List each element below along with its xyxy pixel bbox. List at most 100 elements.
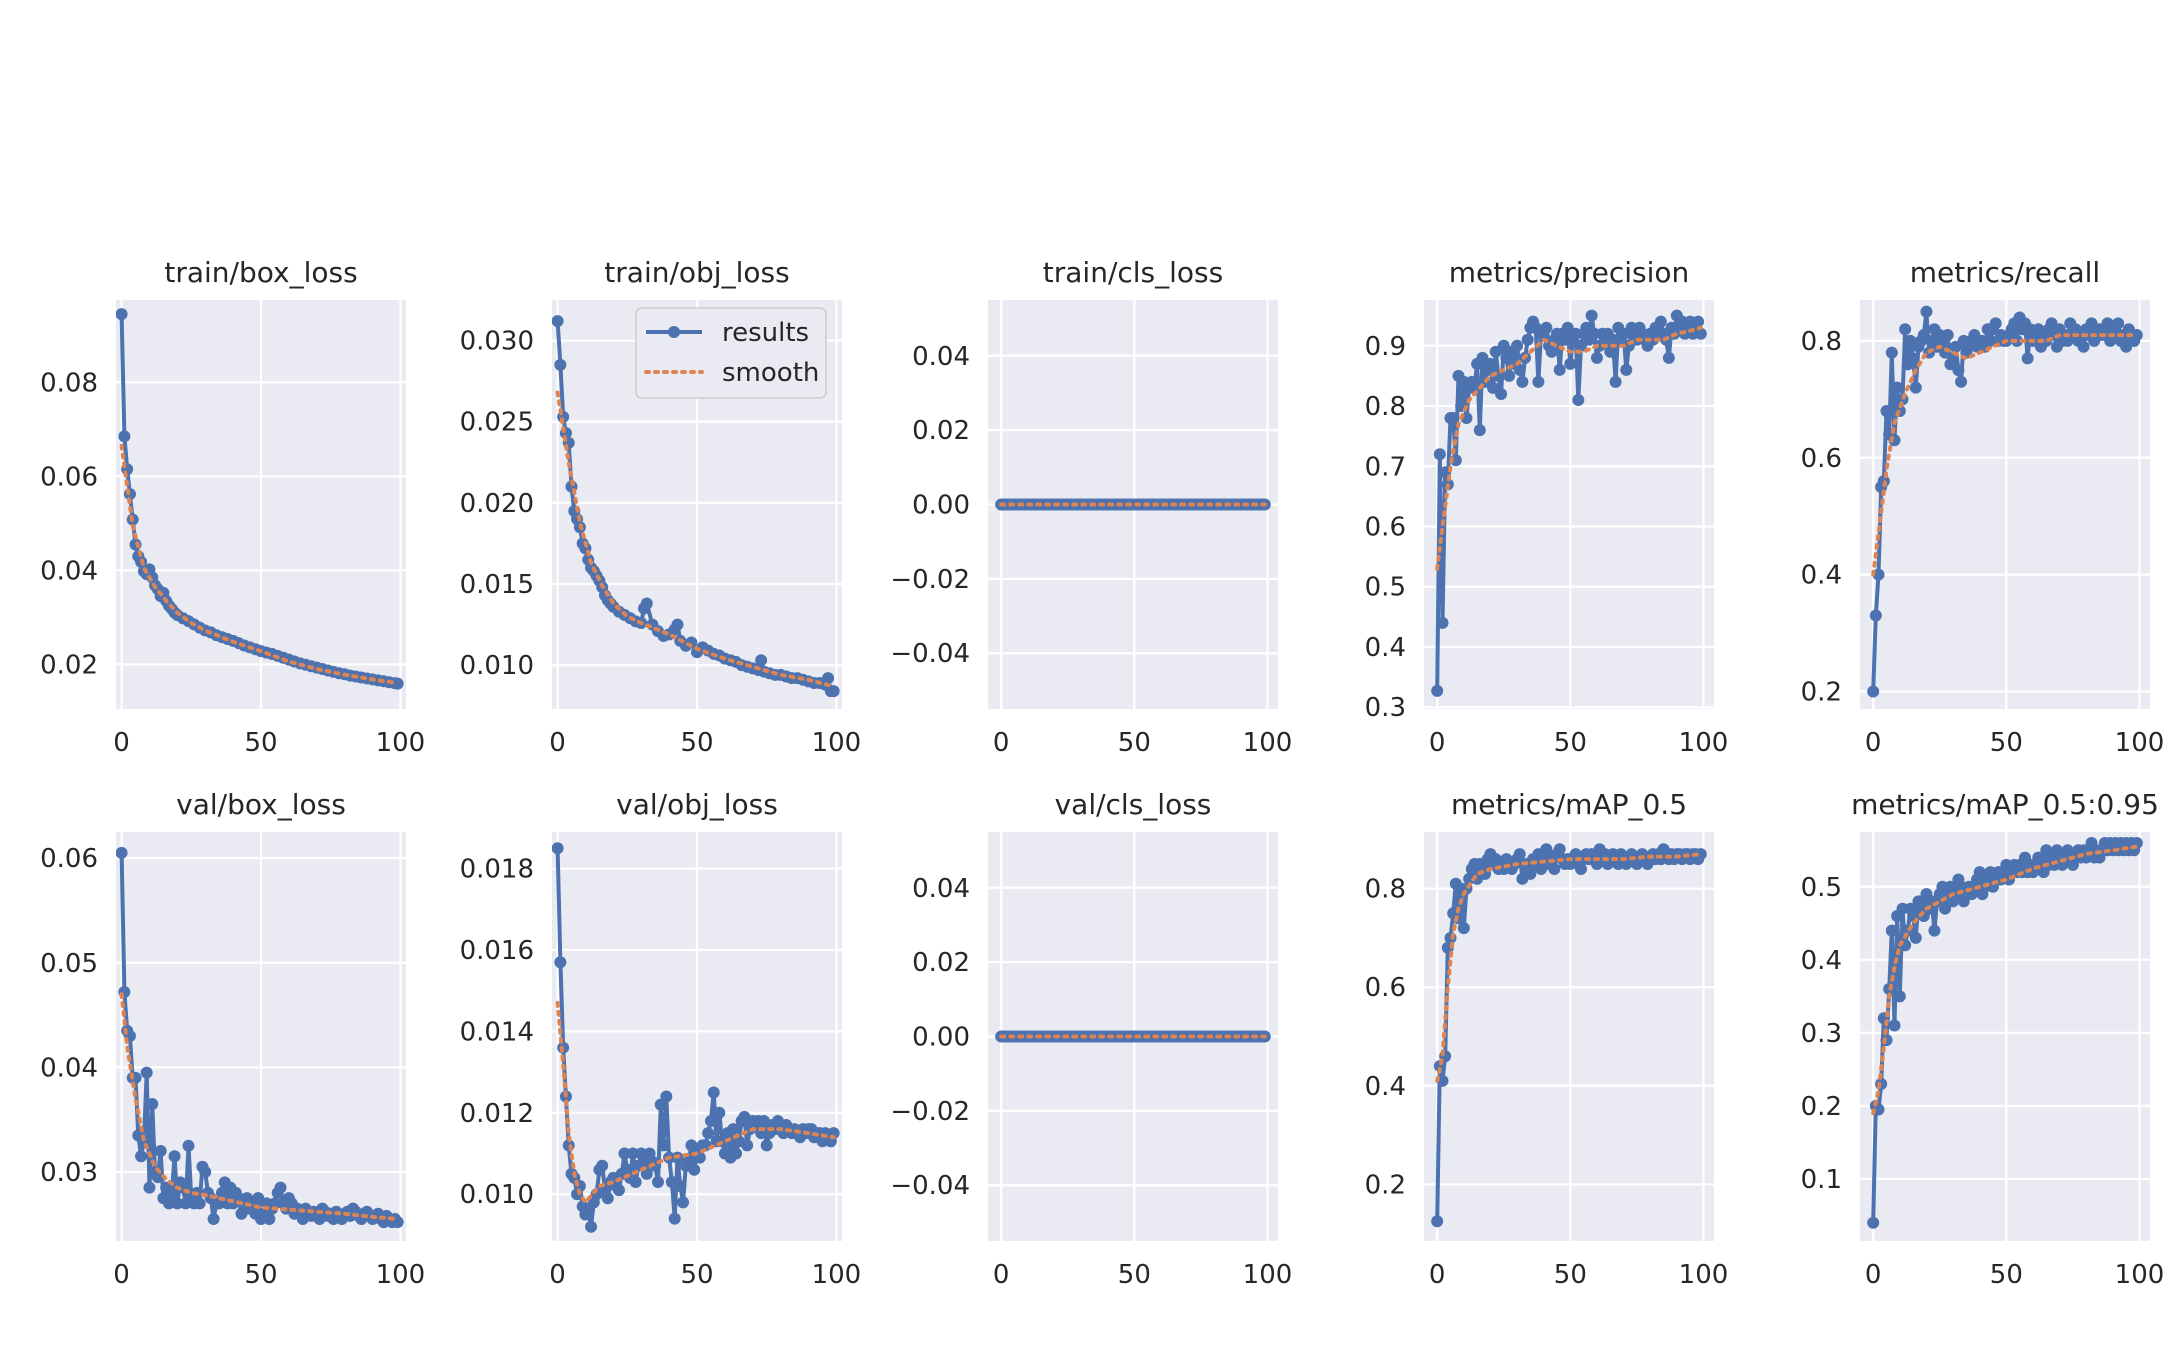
results-point: [1941, 329, 1954, 342]
smooth-line: [555, 390, 836, 689]
x-tick-label: 50: [244, 728, 277, 758]
results-point: [165, 1186, 178, 1199]
smooth-line: [1871, 844, 2139, 1116]
results-point: [626, 1147, 639, 1160]
results-point: [1694, 848, 1707, 861]
subplot-title: metrics/recall: [1910, 256, 2100, 289]
y-tick-label: 0.04: [912, 342, 970, 372]
plot-area: [1424, 832, 1714, 1241]
results-point: [199, 1165, 212, 1178]
subplot-title: train/box_loss: [164, 256, 357, 289]
results-point: [612, 1184, 625, 1197]
series-group: [1867, 305, 2143, 698]
results-point: [674, 1180, 687, 1193]
y-tick-label: 0.4: [1365, 633, 1406, 663]
results-point: [1572, 393, 1585, 406]
x-tick-label: 50: [1118, 728, 1151, 758]
results-point: [1989, 317, 2002, 330]
x-tick-label: 100: [2115, 728, 2165, 758]
results-point: [1553, 363, 1566, 376]
results-point: [741, 1139, 754, 1152]
results-point: [1548, 862, 1561, 875]
y-tick-label: 0.2: [1365, 1170, 1406, 1200]
y-tick-label: 0.05: [40, 949, 98, 979]
x-tick-label: 100: [1679, 728, 1729, 758]
series-group: [995, 498, 1271, 511]
y-tick-label: 0.025: [460, 408, 534, 438]
subplot-title: val/box_loss: [176, 788, 346, 821]
results-point: [1564, 357, 1577, 370]
y-tick-label: −0.02: [890, 1097, 970, 1127]
smooth-line: [1871, 333, 2139, 577]
y-tick-label: 0.3: [1801, 1019, 1842, 1049]
results-point: [1521, 333, 1534, 346]
y-tick-label: 0.02: [912, 416, 970, 446]
results-point: [1662, 351, 1675, 364]
results-point: [1604, 345, 1617, 358]
results-point: [640, 1167, 653, 1180]
series-group: [995, 1030, 1271, 1043]
results-point: [554, 358, 567, 371]
subplot-3: 0 50 100 −0.04 −0.02 0.00 0.02 0.04 train/cls_lo…: [890, 256, 1292, 758]
results-point: [1495, 387, 1508, 400]
subplot-9: 0 50 100 0.2 0.4 0.6 0.8 metrics/mAP_0.5: [1365, 788, 1729, 1290]
y-tick-label: 0.06: [40, 462, 98, 492]
y-tick-label: 0.5: [1801, 873, 1842, 903]
results-point: [168, 1150, 181, 1163]
results-point: [1867, 1216, 1880, 1229]
y-tick-label: 0.010: [460, 1180, 534, 1210]
results-point: [1891, 381, 1904, 394]
y-tick-label: 0.030: [460, 327, 534, 357]
subplot-title: metrics/precision: [1449, 256, 1690, 289]
y-tick-label: 0.7: [1365, 452, 1406, 482]
y-tick-label: −0.04: [890, 1171, 970, 1201]
results-point: [618, 1147, 631, 1160]
y-tick-label: 0.4: [1801, 561, 1842, 591]
results-point: [268, 1197, 281, 1210]
x-tick-label: 100: [376, 728, 426, 758]
series-group: [552, 315, 840, 698]
results-point: [1431, 1215, 1444, 1228]
results-point: [207, 1213, 220, 1226]
results-point: [660, 1090, 673, 1103]
results-point: [1654, 315, 1667, 328]
results-point: [707, 1086, 720, 1099]
series-group: [1867, 836, 2143, 1229]
x-tick-label: 100: [2115, 1260, 2165, 1290]
results-point: [1939, 902, 1952, 915]
results-point: [143, 1181, 156, 1194]
x-tick-label: 50: [1118, 1260, 1151, 1290]
series-group: [552, 842, 840, 1233]
results-point: [1473, 424, 1486, 437]
x-tick-label: 0: [113, 1260, 130, 1290]
results-point: [171, 1197, 184, 1210]
results-point: [118, 430, 131, 443]
x-tick-label: 0: [1429, 728, 1446, 758]
results-point: [640, 597, 653, 610]
x-tick-label: 50: [680, 1260, 713, 1290]
results-point: [2130, 329, 2143, 342]
y-tick-label: 0.04: [40, 1053, 98, 1083]
y-tick-label: 0.00: [912, 491, 970, 521]
subplot-7: 0 50 100 0.010 0.012 0.014 0.016 0.018 val/obj_l…: [460, 788, 862, 1290]
x-tick-label: 50: [244, 1260, 277, 1290]
subplot-title: val/cls_loss: [1055, 788, 1212, 821]
y-tick-label: 0.010: [460, 651, 534, 681]
x-tick-label: 0: [1865, 728, 1882, 758]
x-tick-label: 100: [812, 728, 862, 758]
y-tick-label: 0.8: [1365, 392, 1406, 422]
results-point: [1540, 321, 1553, 334]
results-point: [263, 1213, 276, 1226]
results-point: [677, 1196, 690, 1209]
results-point: [1513, 848, 1526, 861]
results-point: [1885, 924, 1898, 937]
subplot-title: val/obj_loss: [616, 788, 778, 821]
results-point: [1574, 862, 1587, 875]
x-tick-label: 0: [549, 1260, 566, 1290]
smooth-line: [555, 1000, 836, 1206]
results-point: [1585, 309, 1598, 322]
x-tick-label: 0: [549, 728, 566, 758]
results-point: [755, 654, 768, 667]
results-point: [1867, 685, 1880, 698]
